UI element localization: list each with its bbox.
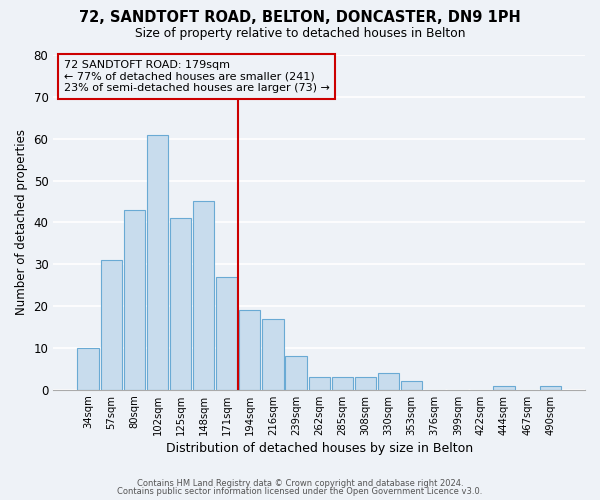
Bar — [124, 210, 145, 390]
Bar — [332, 378, 353, 390]
Text: 72 SANDTOFT ROAD: 179sqm
← 77% of detached houses are smaller (241)
23% of semi-: 72 SANDTOFT ROAD: 179sqm ← 77% of detach… — [64, 60, 330, 93]
Bar — [147, 134, 168, 390]
Bar — [539, 386, 561, 390]
Text: Size of property relative to detached houses in Belton: Size of property relative to detached ho… — [135, 28, 465, 40]
Bar — [193, 202, 214, 390]
Text: Contains public sector information licensed under the Open Government Licence v3: Contains public sector information licen… — [118, 487, 482, 496]
Bar — [262, 318, 284, 390]
Bar — [286, 356, 307, 390]
Bar — [355, 378, 376, 390]
Bar — [378, 373, 399, 390]
Bar — [216, 277, 238, 390]
X-axis label: Distribution of detached houses by size in Belton: Distribution of detached houses by size … — [166, 442, 473, 455]
Bar — [401, 382, 422, 390]
Bar — [239, 310, 260, 390]
Bar — [170, 218, 191, 390]
Bar — [308, 378, 330, 390]
Text: Contains HM Land Registry data © Crown copyright and database right 2024.: Contains HM Land Registry data © Crown c… — [137, 478, 463, 488]
Bar — [493, 386, 515, 390]
Text: 72, SANDTOFT ROAD, BELTON, DONCASTER, DN9 1PH: 72, SANDTOFT ROAD, BELTON, DONCASTER, DN… — [79, 10, 521, 25]
Y-axis label: Number of detached properties: Number of detached properties — [15, 130, 28, 316]
Bar — [101, 260, 122, 390]
Bar — [77, 348, 99, 390]
